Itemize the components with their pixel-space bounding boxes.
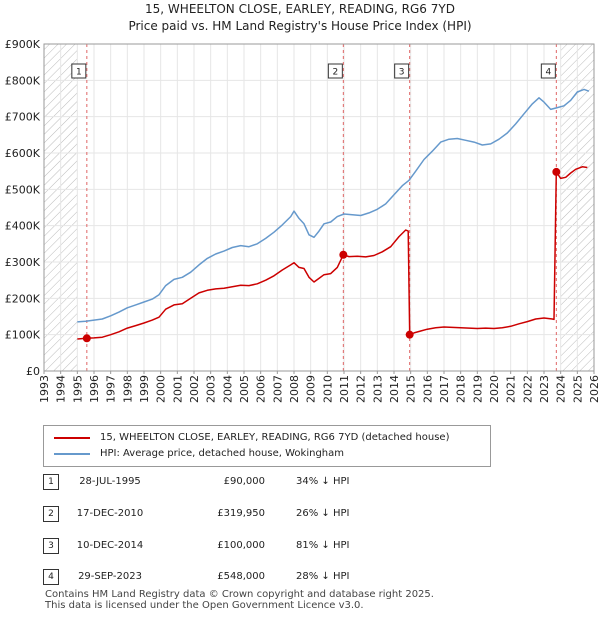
- x-tick-label: 2002: [188, 375, 201, 403]
- x-tick-label: 2008: [288, 375, 301, 403]
- sale-label-box: [394, 63, 410, 79]
- x-tick-label: 2018: [455, 375, 468, 403]
- x-tick-label: 1998: [121, 375, 134, 403]
- sale-price: £319,950: [217, 508, 265, 519]
- y-tick-label: £300K: [5, 256, 41, 269]
- legend-swatch-red: [54, 437, 90, 439]
- y-tick-label: £900K: [5, 38, 41, 51]
- legend-label-property: 15, WHEELTON CLOSE, EARLEY, READING, RG6…: [100, 432, 450, 443]
- sale-label: 2: [332, 68, 338, 78]
- x-tick-label: 2013: [371, 375, 384, 403]
- x-tick-label: 1996: [88, 375, 101, 403]
- y-tick-label: £100K: [5, 329, 41, 342]
- x-tick-label: 2025: [571, 375, 584, 403]
- chart-title: 15, WHEELTON CLOSE, EARLEY, READING, RG6…: [145, 2, 455, 16]
- footer-copyright: Contains HM Land Registry data © Crown c…: [45, 589, 434, 600]
- x-tick-label: 2009: [305, 375, 318, 403]
- sale-hpi: 26% ↓ HPI: [296, 508, 350, 519]
- x-tick-label: 1997: [105, 375, 118, 403]
- sale-date: 29-SEP-2023: [78, 571, 142, 582]
- x-tick-label: 2017: [438, 375, 451, 403]
- x-tick-label: 2001: [171, 375, 184, 403]
- sale-date: 17-DEC-2010: [76, 508, 144, 519]
- x-tick-label: 2012: [355, 375, 368, 403]
- sale-point: [405, 330, 414, 339]
- x-tick-label: 2023: [538, 375, 551, 403]
- x-tick-label: 2007: [271, 375, 284, 403]
- sale-hpi: 28% ↓ HPI: [296, 571, 350, 582]
- y-tick-label: £0: [26, 365, 40, 378]
- y-tick-label: £700K: [5, 111, 41, 124]
- sale-price: £90,000: [223, 476, 265, 487]
- x-tick-label: 2016: [421, 375, 434, 403]
- sale-number: 2: [43, 506, 59, 522]
- sale-row: 2 17-DEC-2010 £319,950 26% ↓ HPI: [0, 506, 600, 524]
- sale-label-box: [71, 63, 87, 79]
- series-line-hpi: [77, 88, 590, 323]
- sale-point: [339, 250, 348, 259]
- x-tick-label: 2020: [488, 375, 501, 403]
- plot-background: [44, 44, 594, 371]
- sale-row: 4 29-SEP-2023 £548,000 28% ↓ HPI: [0, 569, 600, 587]
- axes: £0 £100K £200K £300K £400K £500K £600K £700K £80…: [5, 38, 600, 403]
- sale-row: 1 28-JUL-1995 £90,000 34% ↓ HPI: [0, 474, 600, 492]
- sale-label: 4: [545, 68, 551, 78]
- legend-swatch-blue: [54, 453, 90, 455]
- plot-border: [43, 43, 595, 372]
- sale-hpi: 34% ↓ HPI: [296, 476, 350, 487]
- x-tick-label: 2011: [338, 375, 351, 403]
- x-tick-label: 2003: [205, 375, 218, 403]
- sale-point: [552, 167, 561, 176]
- x-tick-label: 2006: [255, 375, 268, 403]
- y-tick-label: £800K: [5, 74, 41, 87]
- x-tick-label: 1994: [55, 375, 68, 403]
- sale-date: 28-JUL-1995: [79, 476, 141, 487]
- y-tick-label: £400K: [5, 220, 41, 233]
- sale-row: 3 10-DEC-2014 £100,000 81% ↓ HPI: [0, 538, 600, 556]
- legend: 15, WHEELTON CLOSE, EARLEY, READING, RG6…: [43, 425, 491, 467]
- sale-number: 3: [43, 538, 59, 554]
- sale-number: 1: [43, 474, 59, 490]
- x-tick-label: 2005: [238, 375, 251, 403]
- x-tick-label: 2026: [588, 375, 600, 403]
- sale-hpi: 81% ↓ HPI: [296, 540, 350, 551]
- x-tick-label: 2022: [521, 375, 534, 403]
- sale-label: 3: [399, 68, 405, 78]
- hatch-regions: [44, 44, 594, 371]
- sale-label: 1: [76, 68, 82, 78]
- y-tick-label: £200K: [5, 292, 41, 305]
- gridlines: [43, 43, 595, 372]
- y-tick-label: £500K: [5, 183, 41, 196]
- x-tick-label: 2019: [471, 375, 484, 403]
- sale-price: £548,000: [217, 571, 265, 582]
- x-tick-label: 1995: [71, 375, 84, 403]
- sale-label-box: [540, 63, 556, 79]
- x-tick-label: 2021: [505, 375, 518, 403]
- price-chart: 1 2 3 4 £0 £100K £200K £300K £400K £500K £600K £70…: [5, 38, 600, 403]
- footer-licence: This data is licensed under the Open Gov…: [45, 600, 364, 611]
- chart-subtitle: Price paid vs. HM Land Registry's House …: [128, 19, 472, 33]
- x-tick-label: 2024: [555, 375, 568, 403]
- sale-number: 4: [43, 569, 59, 585]
- x-tick-label: 2000: [155, 375, 168, 403]
- x-tick-label: 2010: [321, 375, 334, 403]
- sale-date: 10-DEC-2014: [76, 540, 144, 551]
- y-tick-label: £600K: [5, 147, 41, 160]
- sale-point: [82, 334, 91, 343]
- x-tick-label: 2014: [388, 375, 401, 403]
- x-tick-label: 1999: [138, 375, 151, 403]
- sale-markers: 1 2 3 4: [71, 63, 561, 343]
- sale-label-box: [327, 63, 343, 79]
- legend-label-hpi: HPI: Average price, detached house, Woki…: [100, 448, 344, 459]
- sale-price: £100,000: [217, 540, 265, 551]
- x-tick-label: 1993: [38, 375, 51, 403]
- x-tick-label: 2015: [405, 375, 418, 403]
- x-tick-label: 2004: [221, 375, 234, 403]
